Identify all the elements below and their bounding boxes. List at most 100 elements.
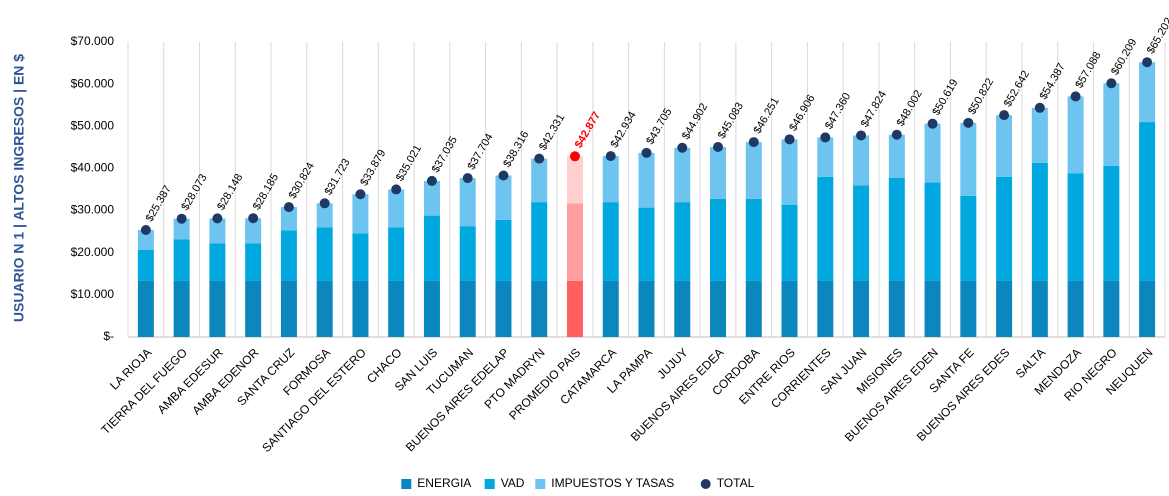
y-tick-label: $20.000 [71,245,115,259]
bar-segment [280,230,297,281]
bar-segment [996,176,1013,281]
bar-segment [1031,280,1048,337]
bar-segment [245,280,262,337]
total-label: $52.642 [1002,69,1032,109]
bar-segment [531,280,548,337]
bar-segment [459,280,476,337]
bar-segment [710,280,727,337]
total-label: $31.723 [322,157,352,197]
total-dot [999,110,1010,121]
bar-segment [137,280,154,337]
bar-segment [638,152,655,208]
bar-segment [1031,162,1048,281]
bar-segment [352,233,369,281]
total-label: $44.902 [680,101,710,141]
legend-label: TOTAL [717,476,755,490]
bar-segment [602,280,619,337]
bar-segment [1103,83,1120,166]
total-dot [212,213,223,224]
total-dot [140,225,151,236]
total-label: $46.906 [787,93,817,133]
legend-marker [484,479,495,489]
total-dot [748,137,759,148]
bar-segment [960,195,977,281]
total-label: $42.331 [537,112,567,152]
bar-segment [137,249,154,281]
bar-segment [817,176,834,281]
y-tick-label: $60.000 [71,76,115,90]
bar-segment [423,215,440,281]
total-dot [319,198,330,209]
y-tick-label: $40.000 [71,161,115,175]
y-tick-label: $70.000 [71,34,115,48]
bar-segment [674,147,691,203]
total-dot [534,153,545,164]
y-axis-title: USUARIO N 1 | ALTOS INGRESOS | EN $ [11,54,27,322]
bar-segment [888,134,905,178]
total-label: $38.316 [501,129,531,169]
legend-label: VAD [501,476,525,490]
total-label: $28.148 [215,172,245,212]
bar-segment [495,175,512,220]
bar-segment [137,230,154,250]
total-dot [1070,91,1081,102]
total-dot [569,151,580,162]
bar-segment [924,182,941,281]
total-label: $57.088 [1073,50,1103,90]
total-dot [283,202,294,213]
bar-segment [495,219,512,281]
bar-segment [817,280,834,337]
total-dot [355,189,366,200]
total-dot [1034,102,1045,113]
total-label: $37.035 [430,134,460,174]
bar-segment [173,280,190,337]
total-label: $50.822 [966,76,996,116]
bar-segment [1139,280,1156,337]
total-dot [713,142,724,153]
bar-segment [352,194,369,234]
total-dot [391,184,402,195]
bar-segment [423,180,440,216]
bar-segment [745,198,762,281]
total-dot [605,151,616,162]
total-label: $48.002 [895,88,925,128]
bar-segment [531,202,548,281]
total-dot [927,118,938,129]
total-label: $28.185 [251,172,281,212]
y-tick-label: $50.000 [71,118,115,132]
legend-marker [401,479,412,489]
bar-segment [781,280,798,337]
bar-segment [781,139,798,205]
total-dot [891,129,902,140]
bar-segment [459,226,476,281]
bar-segment [245,218,262,244]
bar-segment [745,142,762,199]
bar-segment [781,204,798,281]
bar-segment [388,227,405,281]
bar-segment [280,280,297,337]
bar-segment [1139,122,1156,281]
bar-segment [173,218,190,240]
bar-segment [817,137,834,177]
bar-segment [245,243,262,281]
total-label: $33.879 [358,148,388,188]
bar-segment [674,280,691,337]
bar-segment [602,202,619,281]
bar-segment [566,203,583,281]
total-label: $47.360 [823,91,853,131]
bar-segment [960,280,977,337]
total-label: $35.021 [394,143,424,183]
bar-segment [316,280,333,337]
total-dot [176,213,187,224]
total-dot [1106,78,1117,89]
bar-segment [1031,107,1048,163]
total-dot [784,134,795,145]
total-label: $37.704 [465,132,495,172]
total-dot [820,132,831,143]
total-label: $47.824 [859,89,889,129]
total-label: $43.705 [644,106,674,146]
total-label: $30.824 [287,161,317,201]
bar-segment [853,135,870,186]
bar-segment [495,280,512,337]
bar-segment [1103,165,1120,281]
